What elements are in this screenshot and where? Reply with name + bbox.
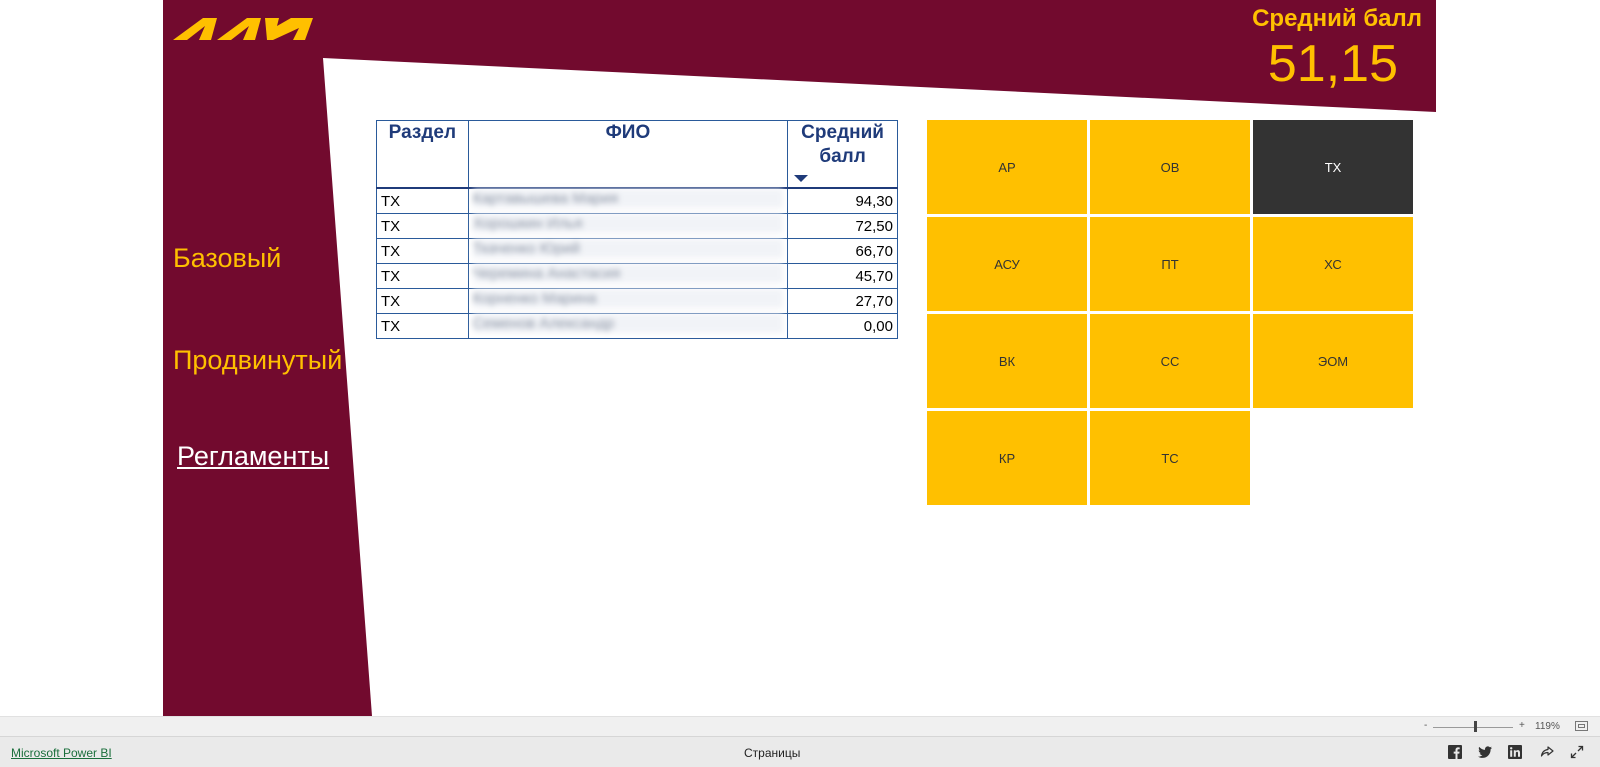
- tile-tx[interactable]: ТХ: [1253, 120, 1413, 214]
- column-header-score[interactable]: Средний балл: [787, 120, 898, 189]
- table-row[interactable]: ТХ Картавышева Мария 94,30: [376, 187, 898, 214]
- nav-advanced[interactable]: Продвинутый: [173, 345, 343, 375]
- table-row[interactable]: ТХ Хорошкин Илья 72,50: [376, 213, 898, 239]
- blurred-name: Семенов Александр: [472, 314, 784, 333]
- expand-icon[interactable]: [1570, 745, 1584, 759]
- table-header-row: Раздел ФИО Средний балл: [376, 120, 898, 189]
- column-header-score-label: Средний балл: [801, 122, 884, 167]
- cell-score: 27,70: [787, 288, 898, 314]
- nav-regulations-link[interactable]: Регламенты: [177, 441, 330, 471]
- average-score-value: 51,15: [1267, 35, 1398, 93]
- cell-score: 72,50: [787, 213, 898, 239]
- blurred-name: Ткаченко Юрий: [472, 239, 784, 258]
- table-row[interactable]: ТХ Ткаченко Юрий 66,70: [376, 238, 898, 264]
- facebook-icon[interactable]: [1448, 745, 1462, 759]
- company-logo: [173, 18, 313, 40]
- cell-section: ТХ: [376, 187, 469, 214]
- blurred-name: Черемина Анастасия: [472, 264, 784, 283]
- blurred-name: Хорошкин Илья: [472, 214, 784, 233]
- cell-section: ТХ: [376, 213, 469, 239]
- sort-descending-icon: [794, 175, 809, 182]
- cell-name: Семенов Александр: [467, 313, 789, 339]
- column-header-section[interactable]: Раздел: [376, 120, 469, 189]
- report-page: Средний балл 51,15 Базовый Продвинутый Р…: [163, 0, 1436, 716]
- column-header-section-label: Раздел: [388, 122, 457, 143]
- blurred-name: Корненко Марина: [472, 289, 784, 308]
- share-icon[interactable]: [1540, 745, 1554, 759]
- tile-ts[interactable]: ТС: [1090, 411, 1250, 505]
- report-canvas: Средний балл 51,15 Базовый Продвинутый Р…: [163, 0, 1436, 716]
- cell-name: Ткаченко Юрий: [467, 238, 789, 264]
- cell-score: 66,70: [787, 238, 898, 264]
- zoom-in-button[interactable]: +: [1519, 720, 1525, 731]
- cell-section: ТХ: [376, 263, 469, 289]
- zoom-bar: - + 119%: [0, 716, 1600, 737]
- zoom-out-button[interactable]: -: [1424, 720, 1428, 731]
- fit-to-page-icon[interactable]: [1575, 721, 1588, 731]
- section-slicer-tiles: АР ОВ ТХ АСУ ПТ ХС ВК СС ЭОМ КР ТС: [927, 120, 1415, 510]
- tile-vk[interactable]: ВК: [927, 314, 1087, 408]
- cell-score: 94,30: [787, 187, 898, 214]
- cell-section: ТХ: [376, 313, 469, 339]
- scores-table-container: Раздел ФИО Средний балл ТХ К: [376, 120, 898, 339]
- column-header-name-label: ФИО: [605, 122, 651, 143]
- pages-button[interactable]: Страницы: [744, 746, 801, 760]
- tile-eom[interactable]: ЭОМ: [1253, 314, 1413, 408]
- cell-name: Хорошкин Илья: [467, 213, 789, 239]
- table-row[interactable]: ТХ Корненко Марина 27,70: [376, 288, 898, 314]
- column-header-name[interactable]: ФИО: [467, 120, 789, 189]
- tile-kr[interactable]: КР: [927, 411, 1087, 505]
- tile-asu[interactable]: АСУ: [927, 217, 1087, 311]
- tile-ss[interactable]: СС: [1090, 314, 1250, 408]
- scores-table: Раздел ФИО Средний балл ТХ К: [376, 120, 898, 339]
- footer-bar: Microsoft Power BI Страницы: [0, 736, 1600, 767]
- cell-name: Картавышева Мария: [467, 187, 789, 214]
- power-bi-link[interactable]: Microsoft Power BI: [11, 746, 112, 760]
- table-row[interactable]: ТХ Семенов Александр 0,00: [376, 313, 898, 339]
- maroon-frame-shape: [163, 0, 1436, 716]
- linkedin-icon[interactable]: [1508, 745, 1522, 759]
- cell-section: ТХ: [376, 288, 469, 314]
- zoom-slider-track[interactable]: [1433, 727, 1513, 728]
- average-score-label: Средний балл: [1252, 5, 1422, 32]
- cell-section: ТХ: [376, 238, 469, 264]
- tile-pt[interactable]: ПТ: [1090, 217, 1250, 311]
- cell-name: Черемина Анастасия: [467, 263, 789, 289]
- blurred-name: Картавышева Мария: [472, 189, 784, 208]
- nav-basic[interactable]: Базовый: [173, 243, 282, 273]
- table-row[interactable]: ТХ Черемина Анастасия 45,70: [376, 263, 898, 289]
- zoom-slider-handle[interactable]: [1474, 721, 1477, 732]
- tile-ov[interactable]: ОВ: [1090, 120, 1250, 214]
- cell-score: 0,00: [787, 313, 898, 339]
- cell-name: Корненко Марина: [467, 288, 789, 314]
- twitter-icon[interactable]: [1478, 745, 1492, 759]
- tile-ar[interactable]: АР: [927, 120, 1087, 214]
- cell-score: 45,70: [787, 263, 898, 289]
- zoom-percent: 119%: [1535, 721, 1560, 732]
- tile-xs[interactable]: ХС: [1253, 217, 1413, 311]
